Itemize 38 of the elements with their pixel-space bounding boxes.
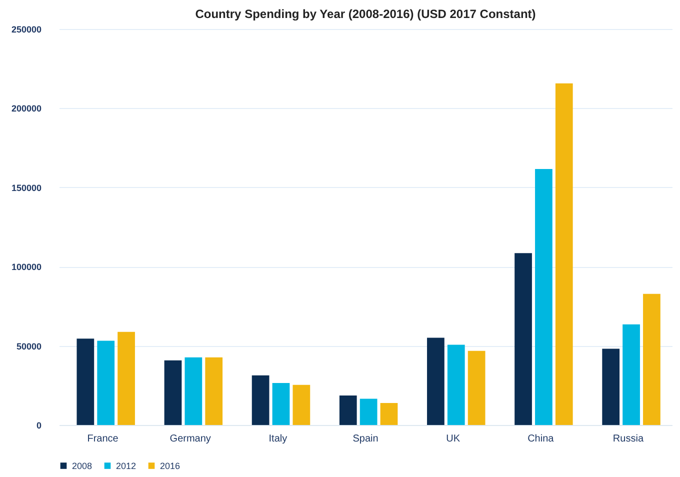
bar [97,340,115,425]
y-tick-label: 0 [36,420,42,430]
x-tick-label: UK [446,434,460,444]
bar [380,402,398,425]
bar [184,357,202,425]
bar [205,357,223,425]
bar [118,332,135,425]
bar [468,350,486,425]
bar [535,169,552,425]
bar [360,398,378,425]
x-tick-label: Russia [612,434,644,444]
bar [252,375,270,425]
bar [555,83,573,425]
bar [602,348,620,425]
legend-label: 2012 [116,460,136,471]
bar [164,360,182,425]
x-tick-label: Spain [352,434,378,444]
bar [76,338,94,425]
x-tick-label: France [87,434,119,444]
bar [272,383,290,425]
x-tick-label: Italy [268,434,288,444]
y-tick-label: 100000 [11,262,42,272]
bar [427,338,444,425]
bar [514,253,532,425]
bar [622,324,640,425]
bar [292,384,310,425]
x-tick-label: Germany [170,434,211,444]
bar [643,294,660,425]
bar [447,344,465,425]
y-tick-label: 150000 [11,182,42,193]
y-tick-label: 250000 [11,24,42,34]
y-tick-label: 50000 [16,341,42,352]
legend-label: 2008 [72,460,92,471]
y-tick-label: 200000 [11,104,42,114]
legend-label: 2016 [160,460,180,471]
x-tick-label: China [528,434,554,444]
bar [339,396,357,425]
chart-title: Country Spending by Year (2008-2016) (USD 2017 Constant) [195,7,536,21]
